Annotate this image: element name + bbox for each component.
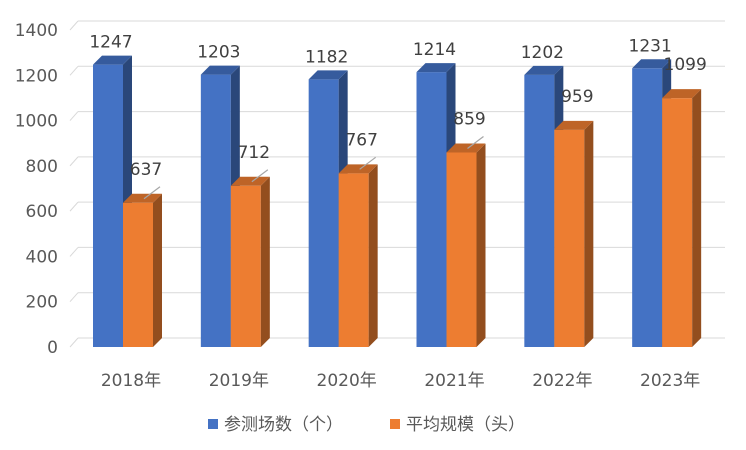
bar-top: [446, 143, 486, 153]
gridline-depth: [69, 156, 79, 167]
bar-top: [338, 164, 378, 174]
x-tick-label: 2019年: [209, 371, 269, 391]
bar: [416, 72, 447, 347]
leader-line: [467, 136, 484, 149]
y-tick-label: 1200: [15, 66, 58, 86]
bar: [93, 64, 123, 348]
gridline-depth: [69, 111, 79, 121]
bar: [554, 129, 585, 347]
data-label: 859: [453, 109, 485, 129]
data-label: 1203: [197, 43, 240, 63]
bar-top: [200, 65, 240, 75]
data-label: 1247: [89, 33, 132, 53]
gridline-depth: [69, 20, 79, 31]
bar-side: [260, 176, 270, 347]
legend-label: 平均规模（头）: [406, 415, 525, 435]
bar-top: [308, 70, 348, 80]
bar-top: [632, 59, 672, 69]
bar: [308, 79, 339, 348]
bar: [524, 74, 555, 347]
data-label: 1182: [305, 47, 348, 67]
y-tick-label: 800: [26, 157, 58, 177]
data-label: 1202: [521, 43, 564, 63]
leader-line: [251, 169, 269, 183]
legend-label: 参测场数（个）: [224, 415, 343, 435]
bar-side: [368, 164, 378, 347]
bar: [662, 98, 693, 347]
y-tick-label: 1000: [15, 112, 58, 132]
gridline-depth: [69, 247, 79, 257]
data-label: 637: [130, 160, 162, 180]
data-label: 767: [345, 130, 377, 150]
x-tick-label: 2021年: [424, 371, 484, 391]
y-tick-label: 200: [26, 293, 58, 313]
bar: [338, 173, 369, 347]
bar: [200, 74, 231, 347]
bar: [123, 202, 153, 347]
bar: [230, 185, 261, 347]
x-tick-label: 2020年: [317, 371, 377, 391]
bar-top: [524, 65, 564, 75]
bar-top: [554, 120, 594, 130]
data-label: 1099: [664, 55, 707, 75]
y-tick-label: 0: [47, 338, 58, 358]
leader-line: [143, 186, 161, 200]
legend-swatch: [390, 419, 400, 429]
gridline-depth: [69, 201, 79, 212]
y-axis: 0 200 400 600 800 1000 1200 1400: [15, 21, 58, 358]
bar-side: [584, 120, 594, 347]
gridline-depth: [69, 337, 79, 348]
grid-layer: [69, 20, 725, 348]
data-label: 1231: [629, 36, 672, 56]
bar-top: [123, 193, 162, 203]
bar-side: [692, 89, 702, 347]
data-label: 959: [561, 87, 593, 107]
x-tick-label: 2018年: [101, 371, 161, 391]
bar-top: [230, 176, 270, 186]
data-labels: 1247 637 1203 712 1182 767 1214 859 1202 959 12311…: [89, 33, 706, 180]
bar-top: [416, 63, 456, 73]
y-tick-label: 1400: [15, 21, 58, 41]
bar-top: [662, 89, 702, 99]
bar: [446, 152, 477, 347]
y-tick-label: 600: [26, 202, 58, 222]
bar-side: [476, 143, 486, 347]
gridline-depth: [69, 292, 79, 303]
bars: [93, 55, 702, 348]
data-label: 1214: [413, 40, 456, 60]
legend: 参测场数（个） 平均规模（头）: [208, 415, 525, 435]
bar-side: [153, 193, 162, 347]
x-tick-label: 2022年: [532, 371, 592, 391]
leader-lines: [143, 136, 484, 200]
x-tick-label: 2023年: [640, 371, 700, 391]
bar-top: [93, 55, 132, 65]
data-label: 712: [238, 143, 270, 163]
leader-line: [359, 156, 377, 170]
bar: [632, 68, 663, 348]
gridline-depth: [69, 65, 79, 76]
y-tick-label: 400: [26, 247, 58, 267]
x-axis: 2018年 2019年 2020年 2021年 2022年 2023年: [101, 371, 700, 391]
legend-swatch: [208, 419, 218, 429]
